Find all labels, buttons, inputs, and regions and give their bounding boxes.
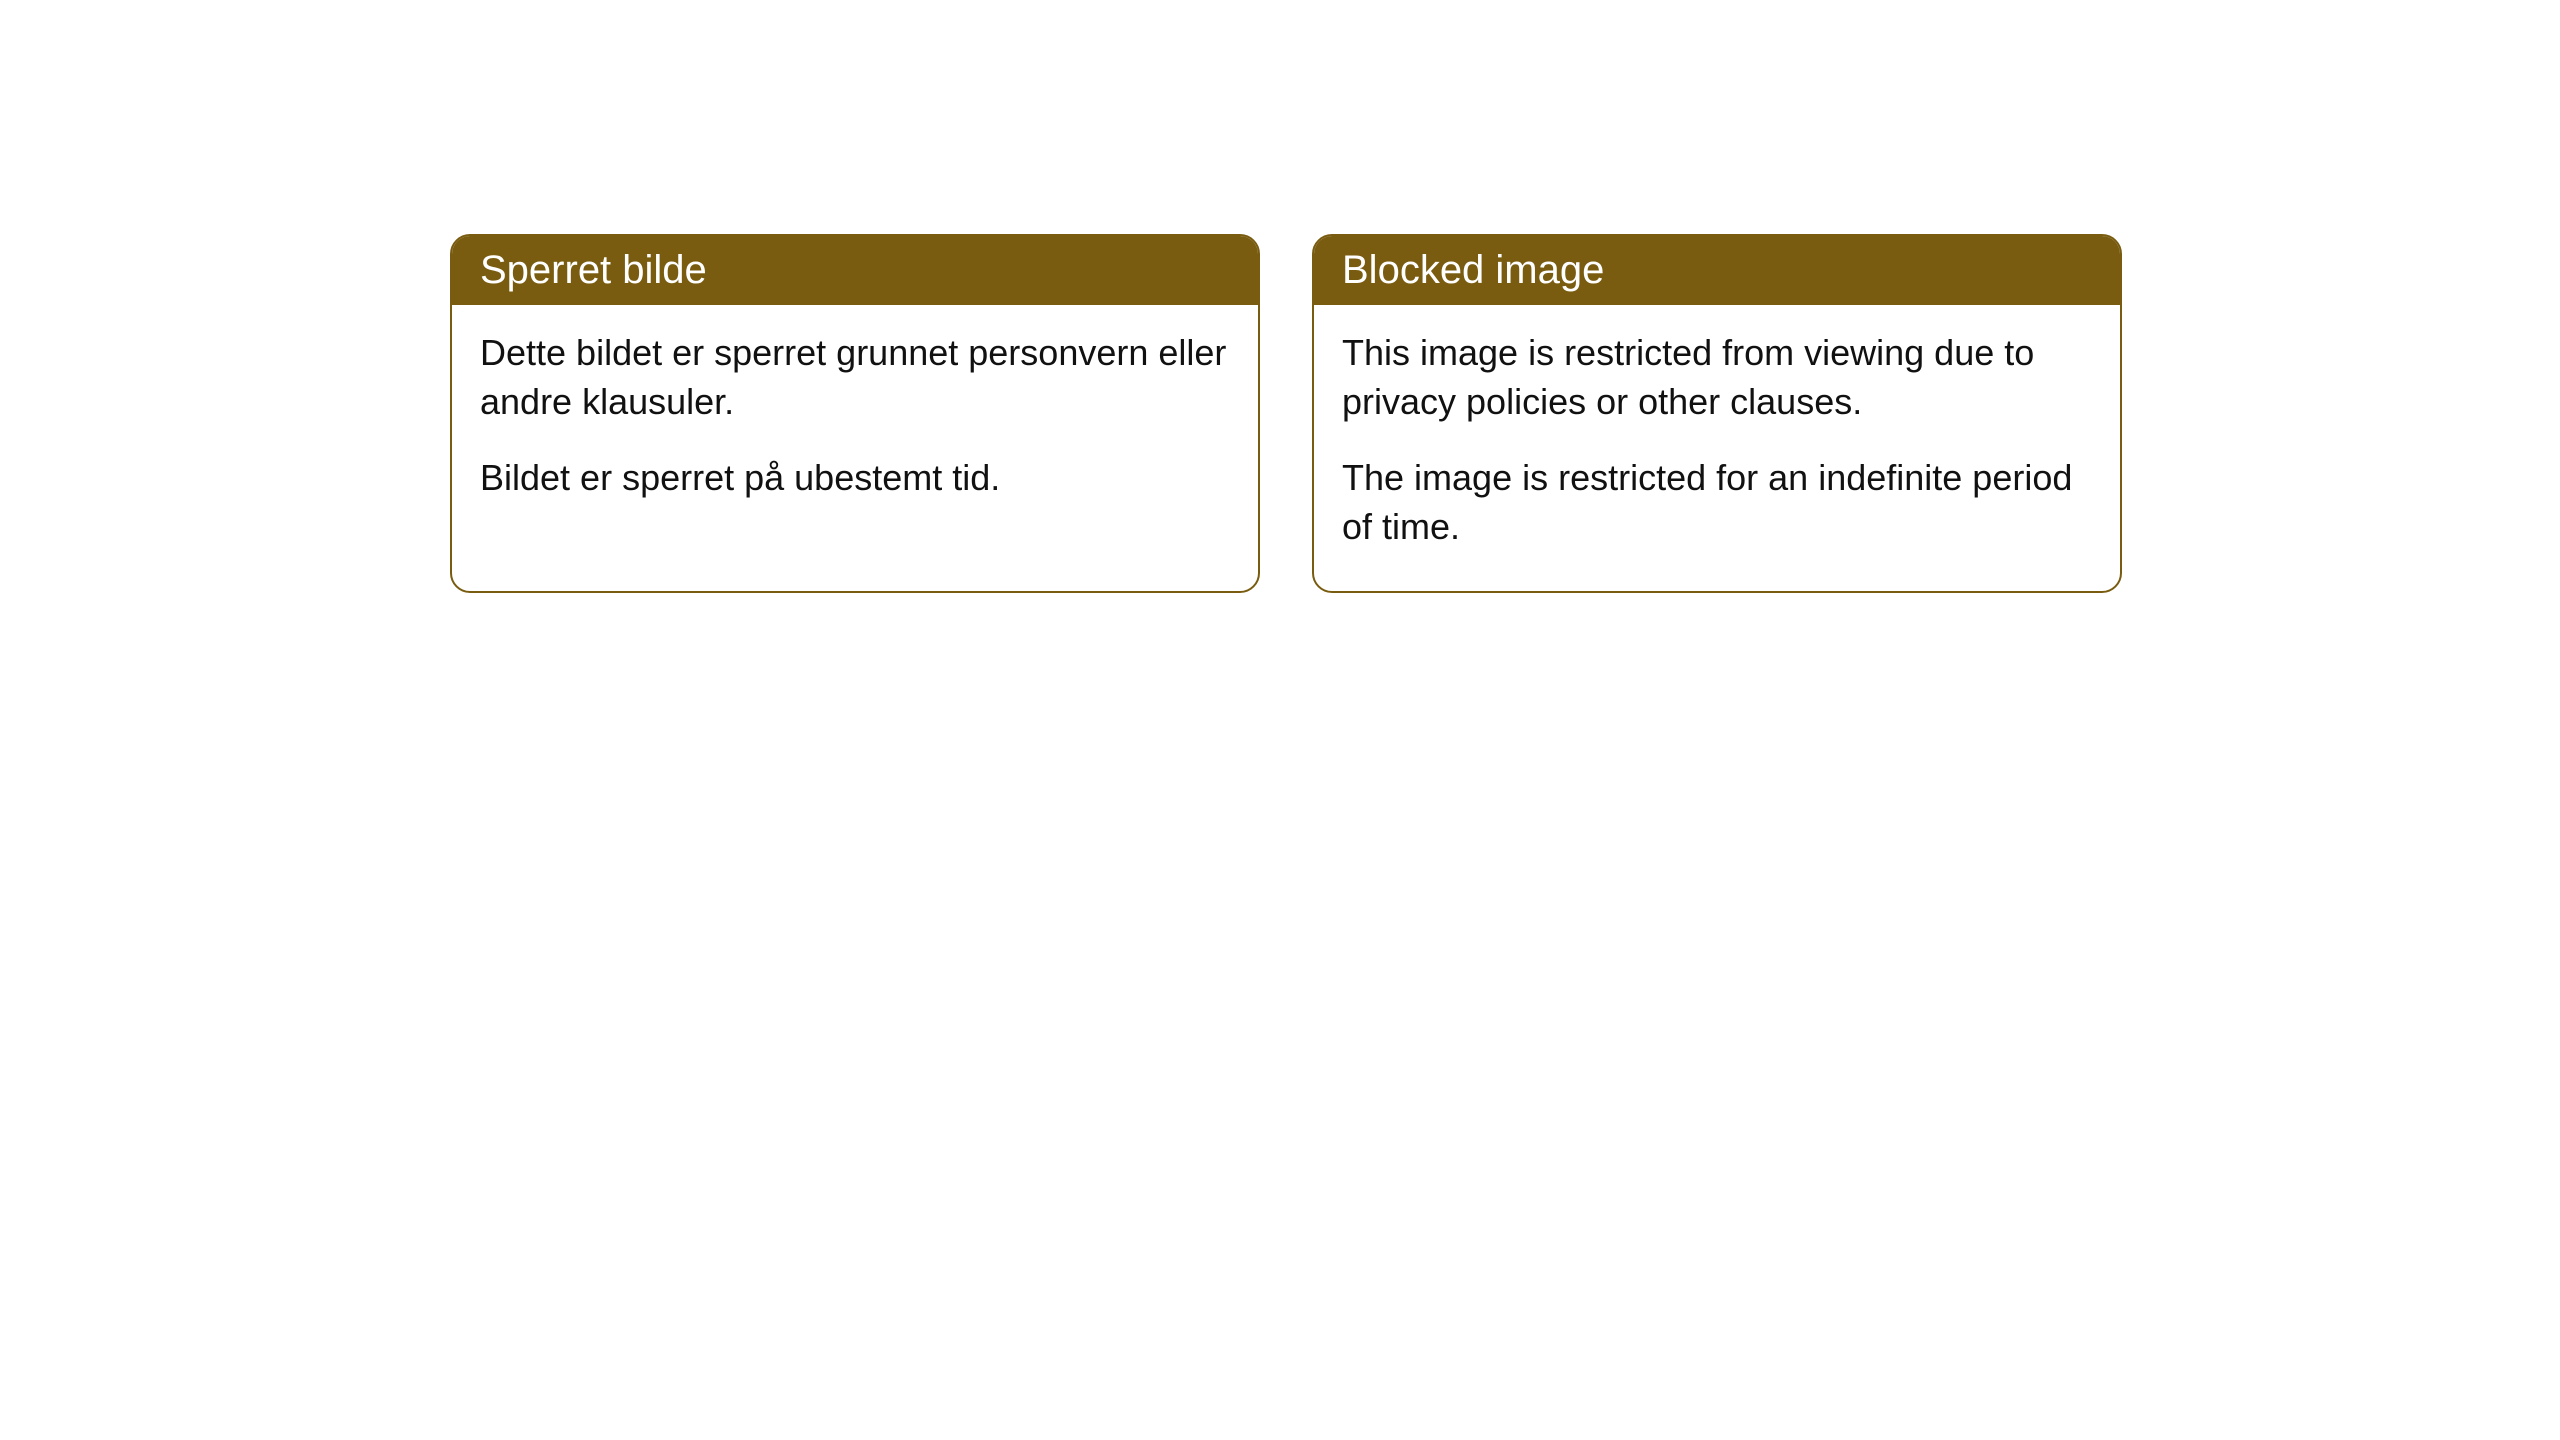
card-body-en: This image is restricted from viewing du… [1314, 305, 2120, 591]
card-text-no-2: Bildet er sperret på ubestemt tid. [480, 454, 1230, 503]
card-body-no: Dette bildet er sperret grunnet personve… [452, 305, 1258, 543]
blocked-image-card-no: Sperret bilde Dette bildet er sperret gr… [450, 234, 1260, 593]
card-text-no-1: Dette bildet er sperret grunnet personve… [480, 329, 1230, 426]
card-text-en-1: This image is restricted from viewing du… [1342, 329, 2092, 426]
card-text-en-2: The image is restricted for an indefinit… [1342, 454, 2092, 551]
blocked-image-card-en: Blocked image This image is restricted f… [1312, 234, 2122, 593]
notice-container: Sperret bilde Dette bildet er sperret gr… [450, 234, 2122, 593]
card-header-no: Sperret bilde [452, 236, 1258, 305]
card-header-en: Blocked image [1314, 236, 2120, 305]
